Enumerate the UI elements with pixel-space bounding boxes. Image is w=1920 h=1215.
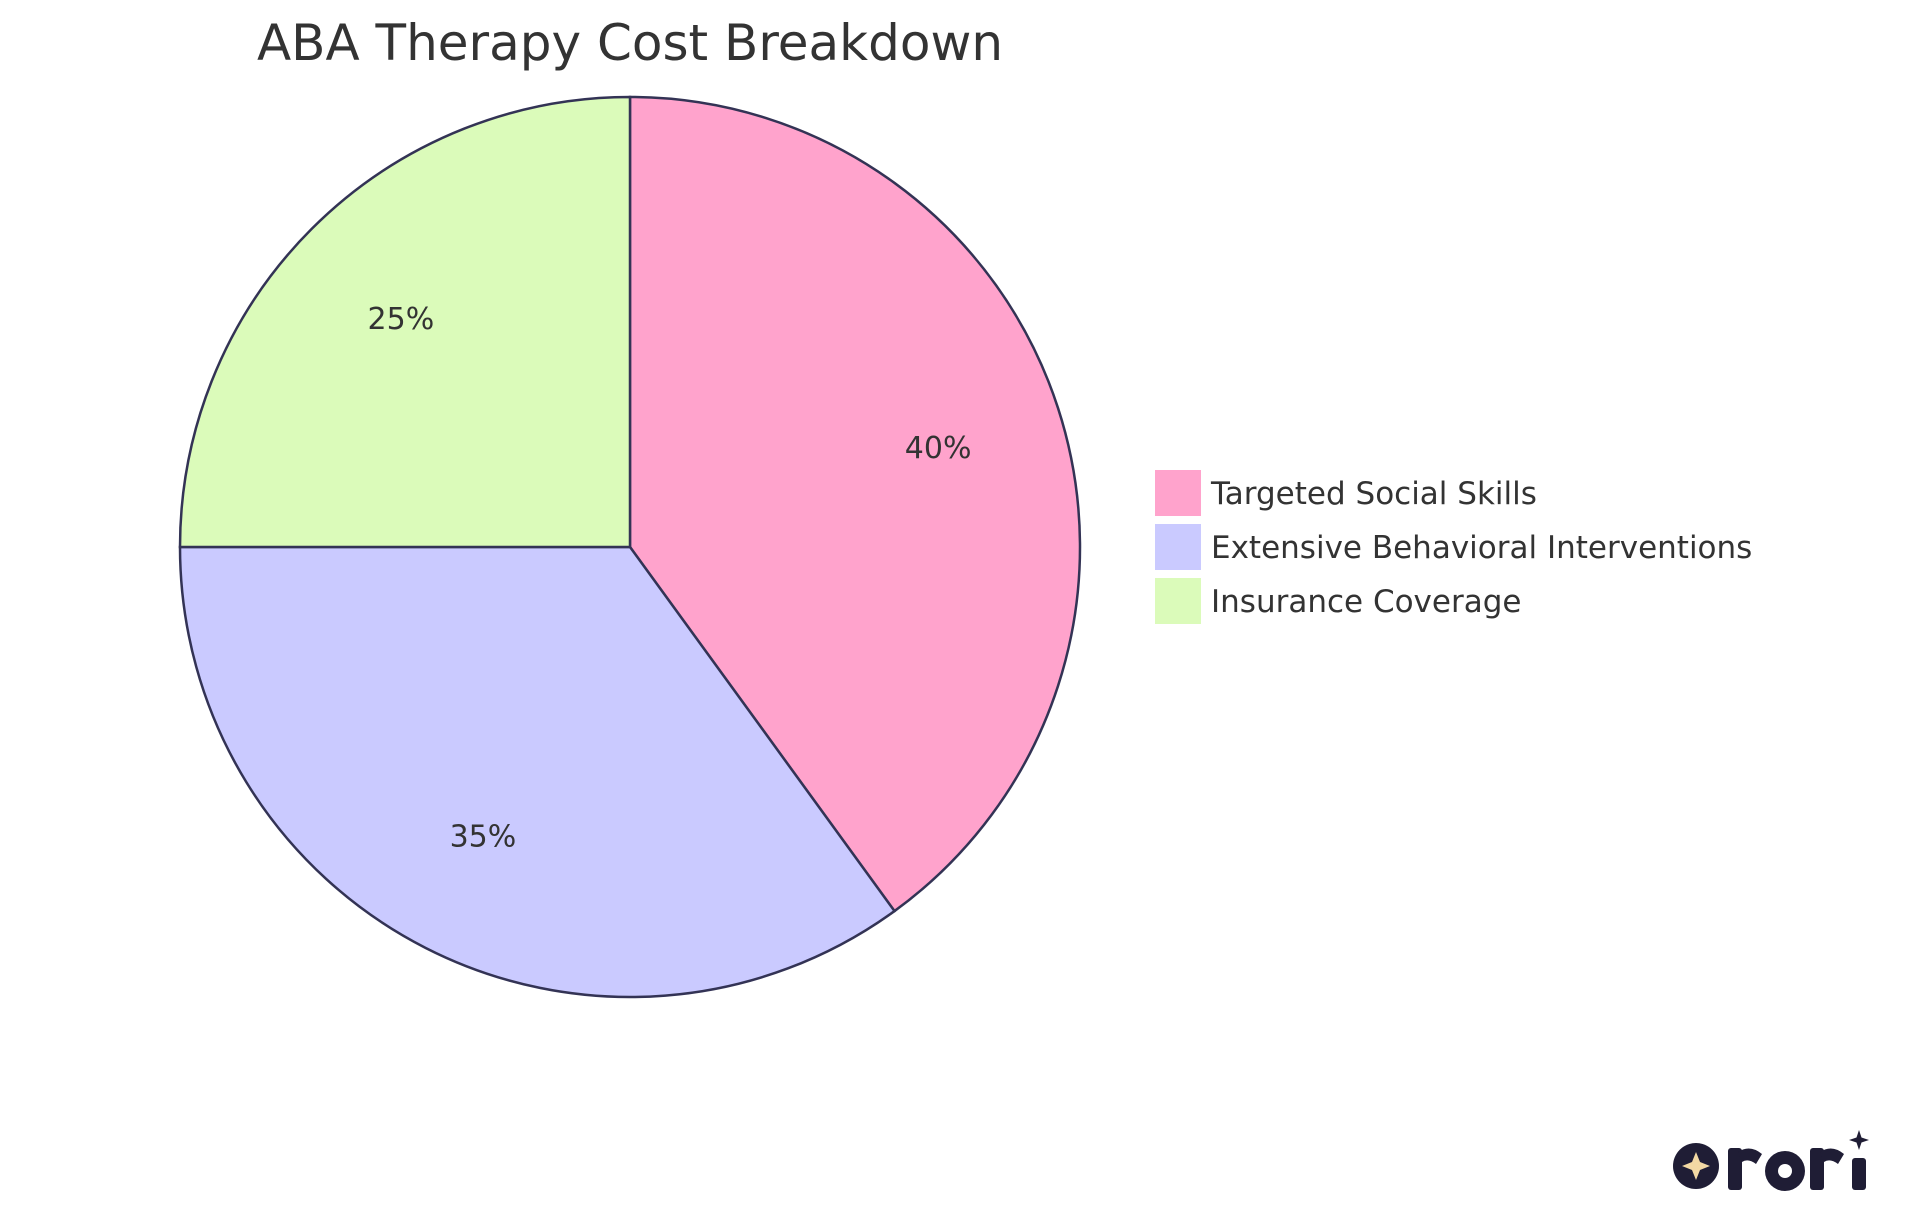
legend-swatch-0 (1155, 470, 1201, 516)
pie-slice-labels: 40% 35% 25% (368, 302, 972, 855)
chart-legend: Targeted Social Skills Extensive Behavior… (1155, 470, 1752, 624)
pie-slices (178, 95, 1082, 999)
rori-logo (1673, 1130, 1869, 1191)
pie-slice-label-1: 35% (450, 820, 517, 855)
legend-swatch-2 (1155, 578, 1201, 624)
pie-slice-label-0: 40% (905, 431, 972, 466)
legend-label-1: Extensive Behavioral Interventions (1211, 530, 1752, 566)
chart-title: ABA Therapy Cost Breakdown (257, 14, 1003, 72)
pie-slice-label-2: 25% (368, 302, 435, 337)
legend-label-2: Insurance Coverage (1211, 584, 1521, 620)
logo-small-sparkle-icon (1849, 1130, 1869, 1150)
legend-swatch-1 (1155, 524, 1201, 570)
legend-label-0: Targeted Social Skills (1210, 476, 1537, 512)
pie-slice-0 (628, 95, 1082, 913)
logo-wordmark-icon (1728, 1148, 1866, 1191)
pie-slice-1 (178, 545, 897, 999)
pie-slice-2 (178, 95, 632, 549)
logo-sparkle-icon (1682, 1152, 1710, 1180)
